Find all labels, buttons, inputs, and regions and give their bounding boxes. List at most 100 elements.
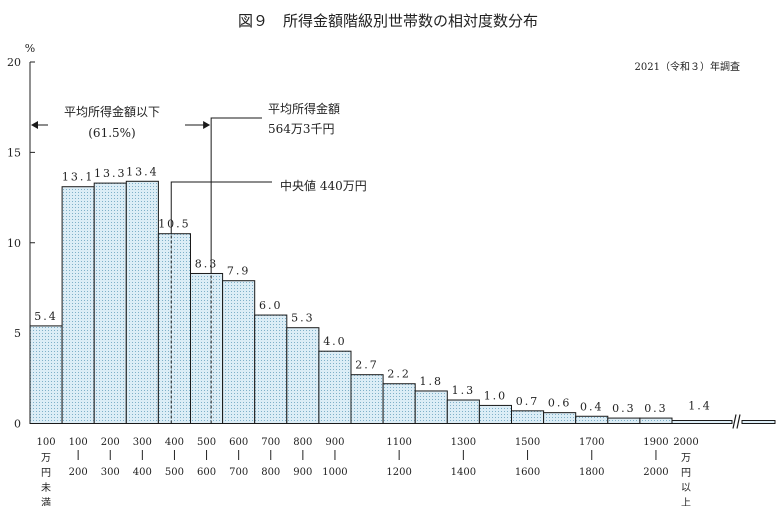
bar [222,280,256,424]
x-label-bottom: 500 [165,467,184,478]
value-label: 5.4 [34,310,58,323]
annotations: 平均所得金額以下 (61.5%) 平均所得金額 564万3千円 中央値 440万… [31,101,367,424]
x-axis-label: 1700 1800 [579,437,604,478]
x-label-bottom: 800 [261,467,280,478]
x-label-top: 600 [229,437,248,448]
x-axis-label: 100 200 [69,437,88,478]
x-label-bottom-char: 万 [681,453,691,464]
bar [190,272,224,425]
x-label-bottom: 400 [133,467,152,478]
value-label: 1.4 [688,400,712,413]
x-label-top: 800 [293,437,312,448]
x-label-bottom: 1800 [579,467,604,478]
x-label-top: 1700 [579,437,604,448]
x-axis-label: 900 1000 [322,437,347,478]
x-label-bottom: 1600 [515,467,540,478]
axis-break-mark [736,414,741,429]
value-label: 0.3 [612,402,636,415]
x-label-top: 900 [325,437,344,448]
value-label: 6.0 [259,299,283,312]
value-label: 4.0 [323,335,347,348]
x-label-bottom-char: 満 [41,497,51,506]
x-label-bottom: 1200 [386,467,411,478]
bar [93,182,127,424]
x-label-top: 200 [101,437,120,448]
bar [639,417,673,425]
x-label-bottom-char: 円 [681,468,691,479]
x-axis-label: 600 700 [229,437,248,478]
mean-pointer-line [210,117,262,274]
x-label-bottom-char: 上 [681,497,691,506]
bar [254,314,288,424]
survey-note: 2021（令和３）年調査 [635,60,740,73]
x-axis-labels: 100万円未満100200200300300400400500500600600… [37,437,699,509]
x-label-top: 1900 [643,437,668,448]
y-tick-label: 5 [14,327,21,340]
bar [29,325,63,424]
x-axis-label: 1500 1600 [515,437,540,478]
x-axis-label: 500 600 [197,437,216,478]
x-label-bottom-char: 円 [41,468,51,479]
x-axis-label: 800 900 [293,437,312,478]
value-label: 2.2 [387,368,411,381]
x-label-top: 300 [133,437,152,448]
value-label: 7.9 [227,265,251,278]
x-label-bottom-char: 未 [41,482,51,494]
bar [575,415,609,424]
median-label: 中央値 440万円 [280,178,367,193]
value-label: 0.6 [548,397,572,410]
value-label: 8.3 [195,257,219,270]
bar [607,417,641,425]
bar [61,186,95,424]
value-label: 13.1 [62,171,95,184]
x-label-bottom: 1000 [322,467,347,478]
x-label-bottom: 2000 [643,467,668,478]
x-axis-label: 300 400 [133,437,152,478]
chart-title: 図９ 所得金額階級別世帯数の相対度数分布 [238,12,538,30]
below-mean-label: 平均所得金額以下 [64,104,160,119]
x-axis-label: 700 800 [261,437,280,478]
value-label: 13.3 [94,167,127,180]
bar [511,410,545,425]
x-label-top: 100 [69,437,88,448]
x-label-top: 700 [261,437,280,448]
value-labels: 5.4 13.1 13.3 13.4 10.5 8.3 7.9 6.0 5.3 4.0 2.7 2.2… [34,165,712,415]
bar [286,327,320,425]
x-label-top: 500 [197,437,216,448]
bar [157,233,191,424]
x-label-top: 1100 [386,437,411,448]
below-mean-arrowhead-right [203,121,211,129]
x-label-top: 2000 [673,437,698,448]
y-tick-label: 10 [7,237,21,250]
x-label-bottom-char: 万 [41,453,51,464]
x-label-top: 1500 [515,437,540,448]
value-label: 5.3 [291,312,315,325]
x-label-bottom: 600 [197,467,216,478]
value-label: 1.0 [484,389,508,402]
x-label-bottom: 700 [229,467,248,478]
x-label-bottom: 300 [101,467,120,478]
y-tick-label: 0 [14,418,21,431]
x-axis-label: 400 500 [165,437,184,478]
bar [125,180,159,424]
bars [29,180,776,429]
axis-break-mark [732,414,737,429]
y-unit: % [25,42,35,55]
x-axis-label: 200 300 [101,437,120,478]
x-label-bottom-char: 以 [681,483,691,494]
below-mean-arrowhead-left [31,121,38,129]
value-label: 1.8 [420,375,444,388]
x-label-bottom: 200 [69,467,88,478]
x-label-top: 1300 [451,437,476,448]
value-label: 1.3 [452,384,476,397]
mean-value: 564万3千円 [268,122,335,136]
x-label-top: 400 [165,437,184,448]
x-axis-label: 1300 1400 [451,437,476,478]
bar [382,383,416,424]
bar [478,404,512,424]
x-axis-label: 1900 2000 [643,437,668,478]
y-tick-label: 15 [7,146,21,159]
